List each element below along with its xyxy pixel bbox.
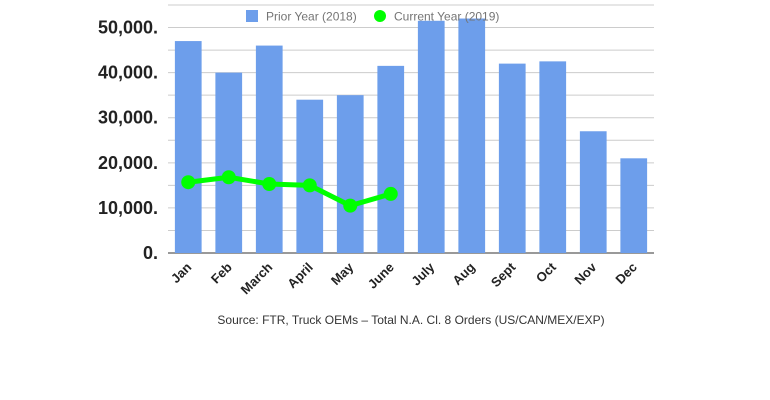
- point-june: [383, 186, 398, 201]
- x-tick-label: April: [284, 260, 316, 292]
- y-tick-label: 0.: [143, 243, 158, 263]
- x-tick-label: July: [408, 259, 438, 289]
- point-feb: [221, 170, 236, 185]
- bar-july: [417, 20, 445, 254]
- y-tick-label: 20,000.: [98, 153, 158, 173]
- y-tick-label: 40,000.: [98, 63, 158, 83]
- legend-label-prior-year: Prior Year (2018): [266, 10, 357, 24]
- point-april: [302, 178, 317, 193]
- bar-aug: [458, 18, 486, 254]
- x-tick-label: Feb: [208, 259, 235, 286]
- bar-march: [255, 45, 283, 253]
- grid-lines: [168, 4, 654, 254]
- bar-feb: [215, 72, 243, 254]
- legend-swatch-prior-year: [246, 10, 258, 22]
- point-jan: [181, 175, 196, 190]
- bar-jan: [174, 41, 202, 254]
- line-series-current-year: [181, 170, 398, 213]
- bar-june: [377, 65, 405, 253]
- legend-label-current-year: Current Year (2019): [394, 10, 499, 24]
- bar-oct: [539, 61, 567, 254]
- x-tick-label: Oct: [533, 259, 559, 285]
- bar-dec: [620, 158, 648, 253]
- x-tick-label: March: [238, 259, 276, 297]
- x-tick-label: Nov: [571, 259, 600, 288]
- y-tick-label: 10,000.: [98, 198, 158, 218]
- bar-may: [336, 95, 364, 253]
- x-tick-label: Jan: [168, 259, 194, 285]
- y-axis: 0. 10,000. 20,000. 30,000. 40,000. 50,000.: [98, 18, 158, 263]
- point-may: [343, 198, 358, 213]
- x-tick-label: May: [328, 259, 357, 288]
- x-tick-label: Dec: [612, 260, 639, 287]
- bar-april: [296, 99, 324, 253]
- source-note: Source: FTR, Truck OEMs – Total N.A. Cl.…: [217, 313, 604, 327]
- bar-nov: [579, 131, 607, 253]
- x-tick-label: June: [365, 260, 397, 292]
- x-tick-label: Aug: [449, 259, 478, 288]
- point-march: [262, 177, 277, 192]
- legend: Prior Year (2018) Current Year (2019): [246, 10, 499, 24]
- bar-series-prior-year: [174, 18, 648, 254]
- y-tick-label: 50,000.: [98, 18, 158, 38]
- y-tick-label: 30,000.: [98, 108, 158, 128]
- x-axis: Jan Feb March April May June July Aug Sept Oct Nov…: [168, 259, 640, 297]
- legend-swatch-current-year: [374, 10, 386, 22]
- x-tick-label: Sept: [488, 259, 519, 290]
- bar-sept: [498, 63, 526, 254]
